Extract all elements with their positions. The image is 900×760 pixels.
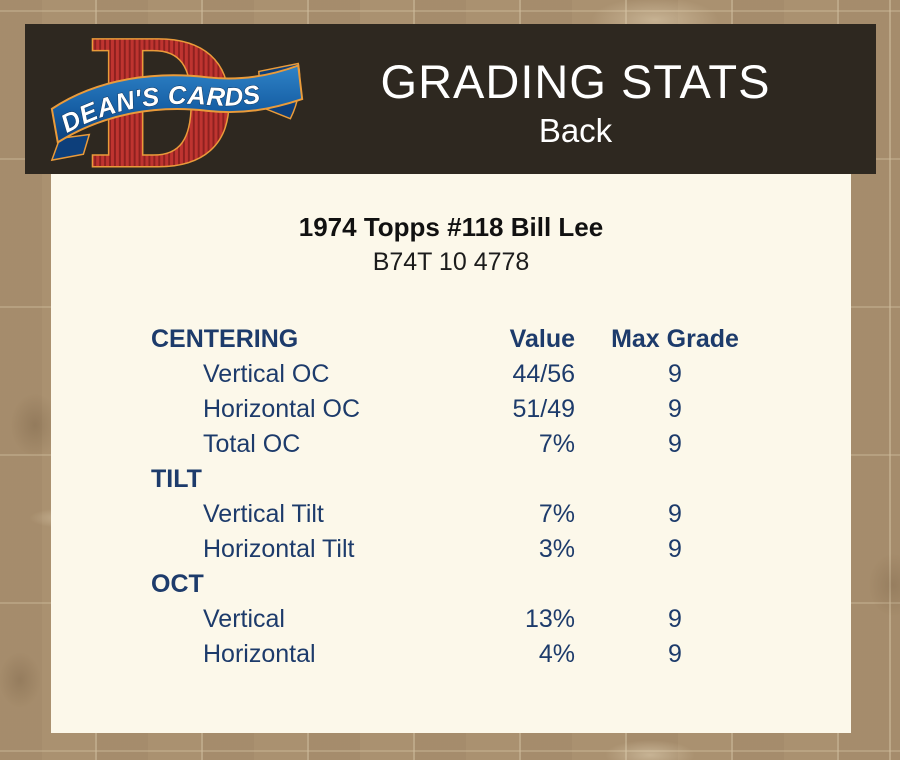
section-header-tilt: TILT — [151, 465, 202, 493]
section-header-oct: OCT — [151, 570, 204, 598]
header-bar: D DEAN'S CARDS GRADING STATS Back — [25, 24, 876, 174]
row-value: 7% — [538, 500, 575, 528]
column-header-max-grade: Max Grade — [611, 325, 739, 353]
row-label: Vertical OC — [203, 360, 330, 388]
row-label: Horizontal OC — [203, 395, 360, 423]
row-max-grade: 9 — [668, 605, 682, 633]
content-panel: 1974 Topps #118 Bill Lee B74T 10 4778 CE… — [51, 174, 851, 733]
section-row: TILT — [151, 462, 775, 497]
table-row: Vertical 13% 9 — [151, 602, 775, 637]
ribbon-band — [50, 64, 304, 144]
section-header-centering: CENTERING — [151, 325, 299, 353]
row-max-grade: 9 — [668, 535, 682, 563]
row-label: Total OC — [203, 430, 301, 458]
row-max-grade: 9 — [668, 640, 682, 668]
header-text-block: GRADING STATS Back — [310, 24, 876, 174]
row-label: Horizontal Tilt — [203, 535, 355, 563]
row-value: 13% — [524, 605, 575, 633]
card-title: 1974 Topps #118 Bill Lee — [298, 212, 604, 242]
page-title: GRADING STATS — [380, 55, 771, 108]
row-label: Vertical Tilt — [203, 500, 324, 528]
deans-cards-logo[interactable]: D DEAN'S CARDS — [47, 32, 309, 168]
row-value: 7% — [538, 430, 575, 458]
row-value: 51/49 — [512, 395, 575, 423]
table-header-row: CENTERING Value Max Grade — [151, 322, 775, 357]
row-label: Horizontal — [203, 640, 316, 668]
row-max-grade: 9 — [668, 430, 682, 458]
row-value: 4% — [538, 640, 575, 668]
table-row: Vertical Tilt 7% 9 — [151, 497, 775, 532]
row-max-grade: 9 — [668, 395, 682, 423]
row-value: 44/56 — [512, 360, 575, 388]
card-side-label: Back — [538, 112, 613, 149]
table-row: Horizontal Tilt 3% 9 — [151, 532, 775, 567]
section-row: OCT — [151, 567, 775, 602]
column-header-value: Value — [509, 325, 575, 353]
table-row: Horizontal 4% 9 — [151, 637, 775, 672]
row-max-grade: 9 — [668, 500, 682, 528]
card-serial-number: B74T 10 4778 — [372, 248, 530, 276]
table-row: Total OC 7% 9 — [151, 427, 775, 462]
table-row: Vertical OC 44/56 9 — [151, 357, 775, 392]
row-value: 3% — [538, 535, 575, 563]
row-max-grade: 9 — [668, 360, 682, 388]
grading-stats-table: CENTERING Value Max Grade Vertical OC 44… — [151, 322, 775, 672]
table-row: Horizontal OC 51/49 9 — [151, 392, 775, 427]
row-label: Vertical — [203, 605, 285, 633]
